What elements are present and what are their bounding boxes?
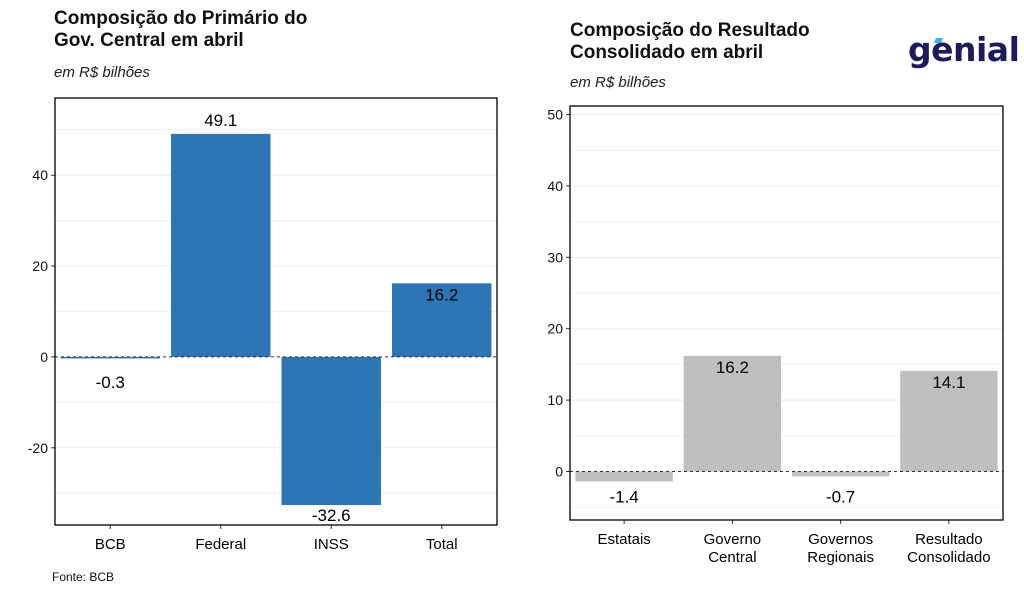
- chart2-category-label: Consolidado: [907, 549, 990, 566]
- chart1-data-label: 49.1: [204, 111, 237, 130]
- chart2-category-label: Governo: [704, 531, 762, 548]
- chart1-bar: [281, 356, 381, 506]
- chart2-subtitle: em R$ bilhões: [570, 74, 666, 91]
- source-note: Fonte: BCB: [52, 570, 115, 584]
- chart2-category-label: Regionais: [807, 549, 874, 566]
- chart2-data-label: 16.2: [716, 358, 749, 377]
- chart1-category-label: Federal: [195, 536, 246, 553]
- chart1-category-label: INSS: [314, 536, 349, 553]
- chart1-data-label: -32.6: [312, 506, 351, 525]
- chart2-category-label: Governos: [808, 531, 873, 548]
- chart2-panel-border: [569, 105, 1004, 521]
- chart2-ytick-label: 20: [547, 321, 563, 337]
- chart2-bar: [791, 471, 890, 477]
- chart1-ytick-label: -20: [28, 440, 48, 456]
- chart1-title: Composição do Primário do Gov. Central e…: [54, 8, 308, 51]
- chart1-panel-border: [54, 97, 498, 526]
- chart1-category-label: Total: [426, 536, 458, 553]
- chart1-ytick-label: 40: [32, 167, 48, 183]
- genial-logo: genial: [908, 30, 1020, 69]
- chart2-bar: [900, 370, 998, 472]
- chart1-data-label: -0.3: [96, 373, 125, 392]
- chart1-bar: [171, 133, 271, 357]
- chart2-data-label: 14.1: [932, 373, 965, 392]
- chart2-category-label: Resultado: [915, 531, 983, 548]
- chart1-category-label: BCB: [95, 536, 126, 553]
- chart1-ytick-label: 0: [40, 349, 48, 365]
- chart2-bar: [575, 471, 673, 482]
- chart2-data-label: -0.7: [826, 487, 855, 506]
- chart2-ytick-label: 40: [547, 178, 563, 194]
- chart1-subtitle: em R$ bilhões: [54, 64, 150, 81]
- chart1-ytick-label: 20: [32, 258, 48, 274]
- chart2-title: Composição do Resultado Consolidado em a…: [570, 20, 810, 63]
- chart2-ytick-label: 10: [547, 392, 563, 408]
- chart2-ytick-label: 0: [555, 463, 563, 479]
- chart2-data-label: -1.4: [609, 487, 638, 506]
- chart1-bar: [392, 283, 492, 357]
- chart2-ytick-label: 50: [547, 107, 563, 123]
- chart2-category-label: Estatais: [597, 531, 650, 548]
- chart1-data-label: 16.2: [425, 285, 458, 304]
- chart1-bar: [60, 356, 160, 359]
- chart2-ytick-label: 30: [547, 249, 563, 265]
- chart2-bar: [683, 355, 782, 472]
- chart2-category-label: Central: [708, 549, 756, 566]
